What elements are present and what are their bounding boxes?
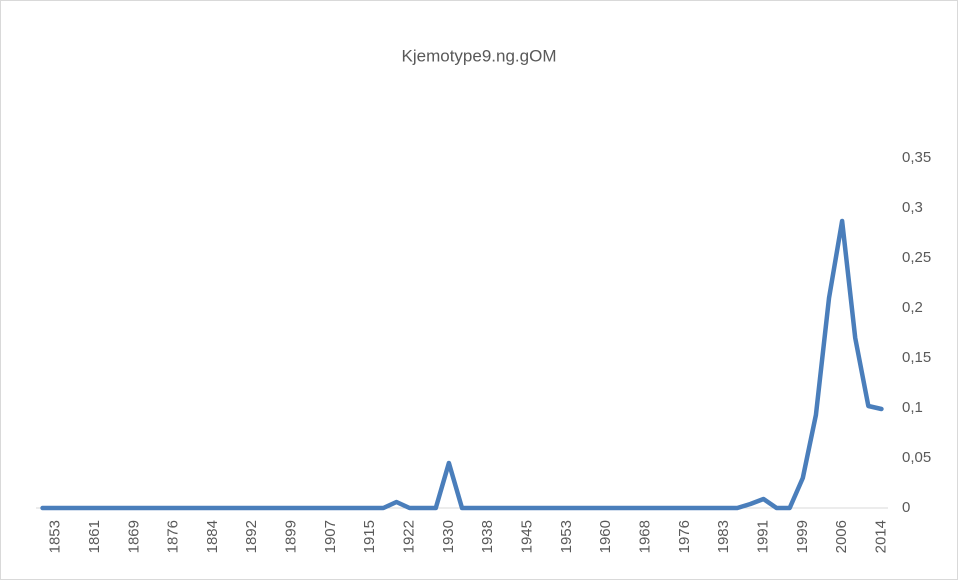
x-tick-label: 1991: [754, 520, 771, 553]
x-tick-label: 1945: [519, 520, 536, 553]
x-tick-label: 1915: [361, 520, 378, 553]
x-tick-label: 1899: [283, 520, 300, 553]
x-tick-label: 1853: [47, 520, 64, 553]
y-tick-label: 0,05: [902, 449, 931, 466]
x-tick-label: 2006: [833, 520, 850, 553]
x-tick-label: 1999: [794, 520, 811, 553]
x-tick-label: 1892: [243, 520, 260, 553]
y-tick-label: 0,1: [902, 399, 923, 416]
x-tick-label: 1884: [204, 520, 221, 553]
x-tick-label: 1869: [125, 520, 142, 553]
x-tick-label: 1876: [165, 520, 182, 553]
y-tick-label: 0: [902, 499, 910, 516]
y-tick-label: 0,15: [902, 349, 931, 366]
x-tick-label: 1922: [401, 520, 418, 553]
x-tick-label: 1976: [676, 520, 693, 553]
x-tick-label: 1907: [322, 520, 339, 553]
y-tick-label: 0,2: [902, 299, 923, 316]
x-tick-label: 1861: [86, 520, 103, 553]
x-tick-label: 2014: [872, 520, 889, 553]
x-tick-label: 1938: [479, 520, 496, 553]
x-tick-label: 1930: [440, 520, 457, 553]
y-tick-label: 0,35: [902, 149, 931, 166]
data-line: [40, 218, 884, 511]
y-tick-label: 0,3: [902, 199, 923, 216]
x-tick-label: 1983: [715, 520, 732, 553]
x-tick-label: 1953: [558, 520, 575, 553]
chart-title: Kjemotype9.ng.gOM: [402, 46, 557, 65]
y-tick-label: 0,25: [902, 249, 931, 266]
x-tick-label: 1968: [636, 520, 653, 553]
x-tick-label: 1960: [597, 520, 614, 553]
